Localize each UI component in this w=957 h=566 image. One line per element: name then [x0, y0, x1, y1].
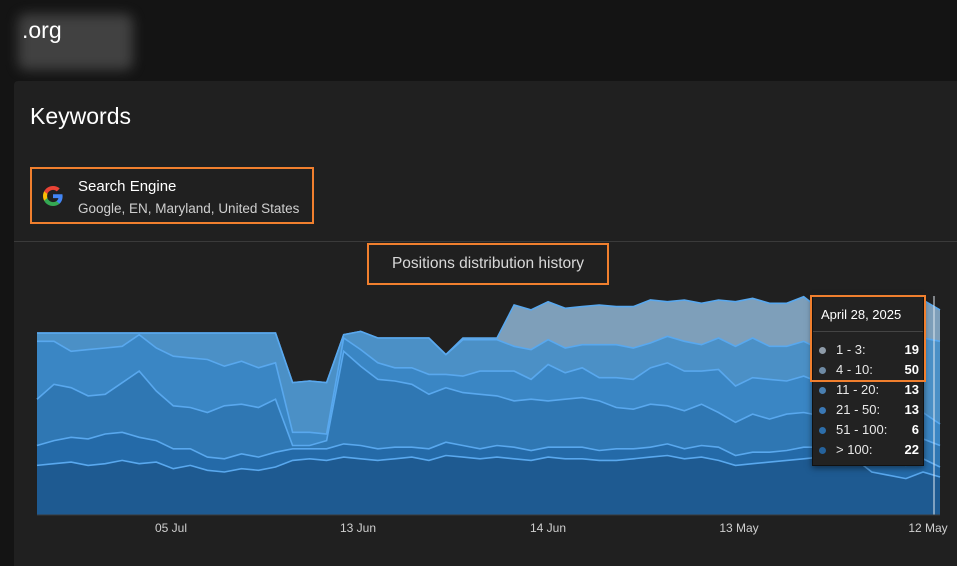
x-tick-label: 13 Jun	[339, 521, 377, 535]
tooltip-separator	[813, 331, 923, 332]
series-line-11-20	[36, 333, 941, 435]
series-line-4-10	[36, 330, 941, 384]
x-tick-label: 13 May	[719, 521, 759, 535]
series-area--100	[37, 455, 940, 515]
series-line-51-100	[36, 431, 941, 468]
search-engine-label: Search Engine	[78, 178, 177, 195]
x-tick-label: 12 May	[908, 521, 948, 535]
top-bar: .org	[0, 0, 957, 80]
x-tick-label: 05 Jul	[154, 521, 188, 535]
search-engine-selector[interactable]: Search Engine Google, EN, Maryland, Unit…	[30, 167, 314, 224]
series-dot-icon	[819, 387, 826, 394]
blurred-site-name	[18, 14, 133, 70]
tooltip-row-value: 22	[904, 442, 919, 457]
tooltip-row-value: 13	[904, 402, 919, 417]
tooltip-row-value: 50	[904, 362, 919, 377]
tooltip-row-label: 1 - 3:	[836, 342, 866, 357]
tooltip-row-value: 13	[904, 382, 919, 397]
tooltip-row: 21 - 50: 13	[819, 402, 919, 420]
series-dot-icon	[819, 407, 826, 414]
tooltip-row-value: 19	[904, 342, 919, 357]
google-g-icon	[43, 186, 63, 206]
site-domain: .org	[22, 17, 62, 43]
series-dot-icon	[819, 347, 826, 354]
tooltip-row-label: 11 - 20:	[836, 382, 880, 397]
search-engine-detail: Google, EN, Maryland, United States	[78, 201, 300, 216]
chart-tooltip: April 28, 2025 1 - 3: 19 4 - 10: 50 11 -…	[812, 296, 924, 466]
tooltip-row-label: 21 - 50:	[836, 402, 881, 417]
panel-title: Keywords	[30, 103, 131, 129]
tooltip-row-label: 4 - 10:	[836, 362, 873, 377]
tooltip-row: 4 - 10: 50	[819, 362, 919, 380]
tooltip-row-label: > 100:	[836, 442, 873, 457]
chart-title: Positions distribution history	[367, 243, 609, 285]
series-line-21-50	[36, 349, 941, 447]
tooltip-row: 1 - 3: 19	[819, 342, 919, 360]
series-dot-icon	[819, 427, 826, 434]
series-line--100	[36, 454, 941, 480]
tooltip-row: 51 - 100: 6	[819, 422, 919, 440]
x-tick-label: 14 Jun	[529, 521, 567, 535]
tooltip-row-label: 51 - 100:	[836, 422, 888, 437]
section-divider	[14, 241, 957, 242]
series-dot-icon	[819, 447, 826, 454]
tooltip-row: 11 - 20: 13	[819, 382, 919, 400]
tooltip-row-value: 6	[911, 422, 919, 437]
series-dot-icon	[819, 367, 826, 374]
tooltip-date: April 28, 2025	[821, 307, 902, 322]
tooltip-row: > 100: 22	[819, 442, 919, 460]
